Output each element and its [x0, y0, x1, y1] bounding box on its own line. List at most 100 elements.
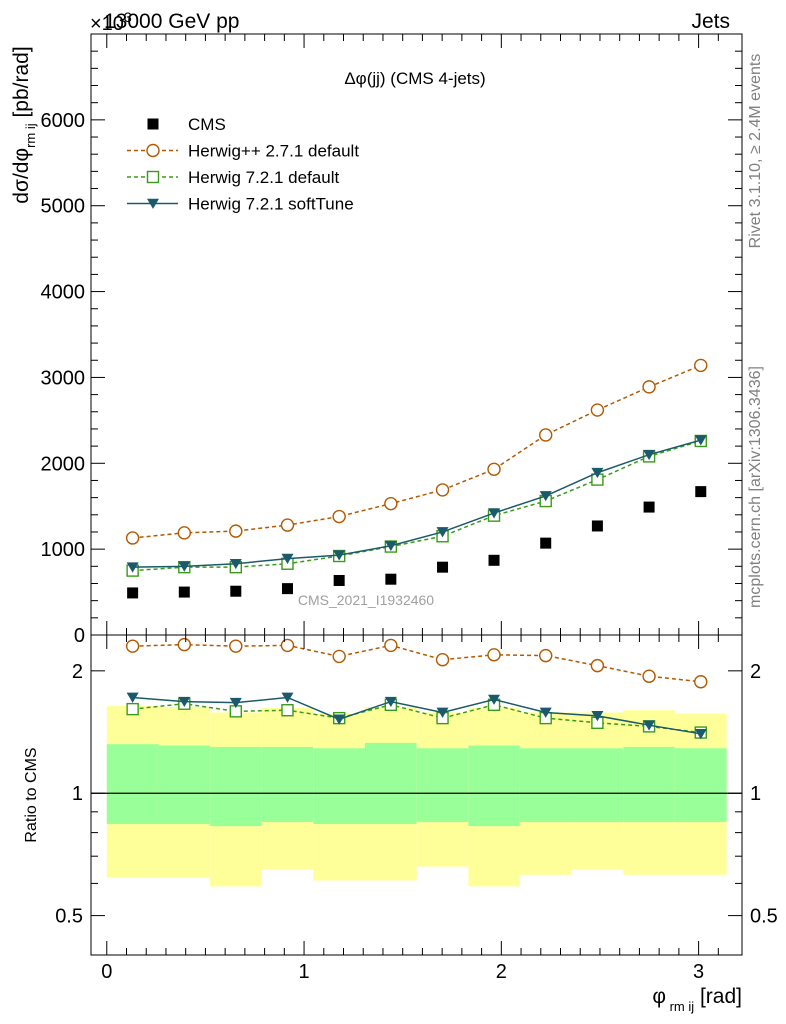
- ratio-herwig-2-7-1-default-point: [590, 658, 605, 673]
- ratio-axis-label: Ratio to CMS: [23, 747, 40, 842]
- main-herwig-7-2-1-softtune-point: [126, 562, 139, 573]
- exponent-label: ×103: [90, 9, 132, 35]
- main-cms-point: [230, 585, 242, 597]
- y-tick-label: 6000: [41, 110, 86, 132]
- main-herwig-2-7-1-default-point: [642, 380, 656, 394]
- ratio-herwig-2-7-1-default-point: [435, 653, 450, 667]
- ratio-herwig-7-2-1-softtune-point: [488, 694, 501, 705]
- ratio-herwig-2-7-1-default-point: [694, 675, 708, 689]
- rivet-version-label: Rivet 3.1.10, ≥ 2.4M events: [747, 54, 764, 249]
- y-tick-label: 2000: [41, 453, 86, 475]
- legend-marker: [146, 170, 160, 184]
- legend-marker: [147, 198, 159, 209]
- main-herwig-7-2-1-softtune-line: [132, 439, 701, 568]
- ratio-herwig-7-2-1-softtune-point: [384, 696, 397, 708]
- main-herwig-2-7-1-default-point: [332, 509, 346, 524]
- y-tick-label: 5000: [41, 196, 86, 218]
- main-cms-point: [281, 583, 293, 595]
- ratio-herwig-7-2-1-softtune-point: [436, 707, 449, 718]
- main-cms-point: [591, 520, 603, 532]
- main-panel: 0 1000 2000 3000 4000 5000 6000 Δφ(jj) (CMS 4-…: [41, 33, 743, 647]
- collision-title: 13000 GeV pp: [104, 10, 239, 33]
- ratio-herwig-2-7-1-default-point: [384, 638, 398, 653]
- main-cms-point: [643, 501, 655, 513]
- uncertainty-band-green: [571, 748, 624, 822]
- ratio-herwig-2-7-1-default-point: [487, 648, 501, 662]
- ratio-herwig-2-7-1-default-line: [132, 643, 701, 683]
- ratio-herwig-7-2-1-softtune-point: [178, 696, 191, 708]
- legend-marker: [147, 118, 159, 130]
- ratio-panel: 0.5 0.5 1 1 2 2 0 1 2 3: [55, 634, 778, 983]
- main-herwig-2-7-1-default-point: [694, 358, 708, 373]
- main-herwig-7-2-1-softtune-point: [178, 561, 191, 572]
- main-herwig-7-2-1-softtune-point: [488, 508, 501, 519]
- main-herwig-7-2-1-softtune-point: [333, 550, 346, 561]
- main-herwig-7-2-1-softtune-point: [539, 491, 552, 502]
- y-tick-label: 3000: [41, 367, 86, 389]
- legend-label: Herwig++ 2.7.1 default: [188, 142, 359, 161]
- uncertainty-band-green: [623, 746, 675, 822]
- main-herwig-7-2-1-softtune-point: [591, 467, 604, 479]
- ratio-herwig-7-2-1-default-point: [281, 704, 294, 717]
- main-herwig-7-2-1-softtune-point: [281, 553, 294, 564]
- uncertainty-band-green: [468, 745, 520, 827]
- ratio-herwig-7-2-1-default-point: [126, 702, 139, 716]
- main-herwig-2-7-1-default-point: [229, 524, 243, 538]
- uncertainty-band-green: [416, 748, 469, 822]
- main-herwig-2-7-1-default-point: [280, 518, 295, 532]
- main-herwig-7-2-1-softtune-point: [384, 540, 397, 552]
- legend-label: Herwig 7.2.1 default: [188, 168, 339, 187]
- x-axis-label: φ rm ij [rad]: [652, 985, 742, 1014]
- main-herwig-2-7-1-default-point: [590, 403, 605, 417]
- ratio-herwig-7-2-1-softtune-line: [132, 696, 701, 735]
- legend-marker: [146, 143, 160, 158]
- main-herwig-2-7-1-default-point: [487, 462, 501, 476]
- y-axis-label: dσ/dφrm ij [pb/rad]: [10, 46, 38, 203]
- x-tick-label: 3: [693, 961, 704, 983]
- uncertainty-band-green: [313, 748, 366, 825]
- ratio-y-tick-label: 1: [72, 783, 83, 805]
- ratio-herwig-7-2-1-default-line: [132, 702, 701, 734]
- main-cms-point: [540, 537, 552, 549]
- ratio-herwig-7-2-1-softtune-point: [591, 711, 604, 722]
- uncertainty-band-green: [106, 744, 159, 825]
- legend-label: Herwig 7.2.1 softTune: [188, 195, 354, 214]
- main-cms-point: [385, 573, 397, 585]
- ratio-y-tick-label: 2: [72, 661, 83, 683]
- legend-label: CMS: [188, 115, 226, 134]
- main-cms-point: [488, 554, 500, 566]
- x-tick-label: 1: [298, 961, 309, 983]
- ratio-herwig-7-2-1-softtune-point: [539, 707, 552, 718]
- x-tick-label: 2: [496, 961, 507, 983]
- main-herwig-7-2-1-softtune-point: [229, 558, 242, 570]
- main-cms-point: [437, 561, 449, 573]
- legend: CMS Herwig++ 2.7.1 default Herwig 7.2.1 de…: [127, 115, 359, 214]
- main-cms-point: [178, 586, 190, 598]
- ratio-y-tick-label-right: 1: [750, 783, 761, 805]
- uncertainty-band-green: [365, 742, 417, 825]
- main-herwig-7-2-1-softtune-point: [436, 527, 449, 538]
- ratio-herwig-7-2-1-softtune-point: [643, 720, 656, 731]
- ratio-herwig-7-2-1-softtune-point: [229, 697, 242, 709]
- ratio-herwig-2-7-1-default-point: [642, 669, 656, 683]
- main-cms-point: [127, 587, 139, 599]
- ratio-herwig-2-7-1-default-point: [229, 639, 243, 653]
- main-herwig-2-7-1-default-point: [435, 483, 450, 497]
- y-tick-label: 0: [74, 625, 85, 647]
- main-herwig-2-7-1-default-point: [177, 526, 192, 540]
- main-herwig-2-7-1-default-point: [125, 531, 140, 545]
- ratio-y-tick-label-right: 2: [750, 661, 761, 683]
- uncertainty-band-green: [261, 746, 314, 822]
- main-herwig-7-2-1-default-line: [132, 440, 701, 572]
- ratio-herwig-7-2-1-softtune-point: [333, 714, 346, 725]
- main-herwig-2-7-1-default-point: [539, 428, 553, 442]
- ratio-herwig-7-2-1-softtune-point: [694, 729, 707, 740]
- y-tick-label: 4000: [41, 282, 86, 304]
- ratio-herwig-2-7-1-default-point: [177, 637, 192, 652]
- analysis-watermark: CMS_2021_I1932460: [298, 592, 434, 608]
- process-title: Jets: [691, 10, 730, 33]
- main-herwig-2-7-1-default-point: [384, 496, 398, 511]
- main-herwig-2-7-1-default-line: [132, 364, 702, 539]
- y-tick-label: 1000: [41, 539, 86, 561]
